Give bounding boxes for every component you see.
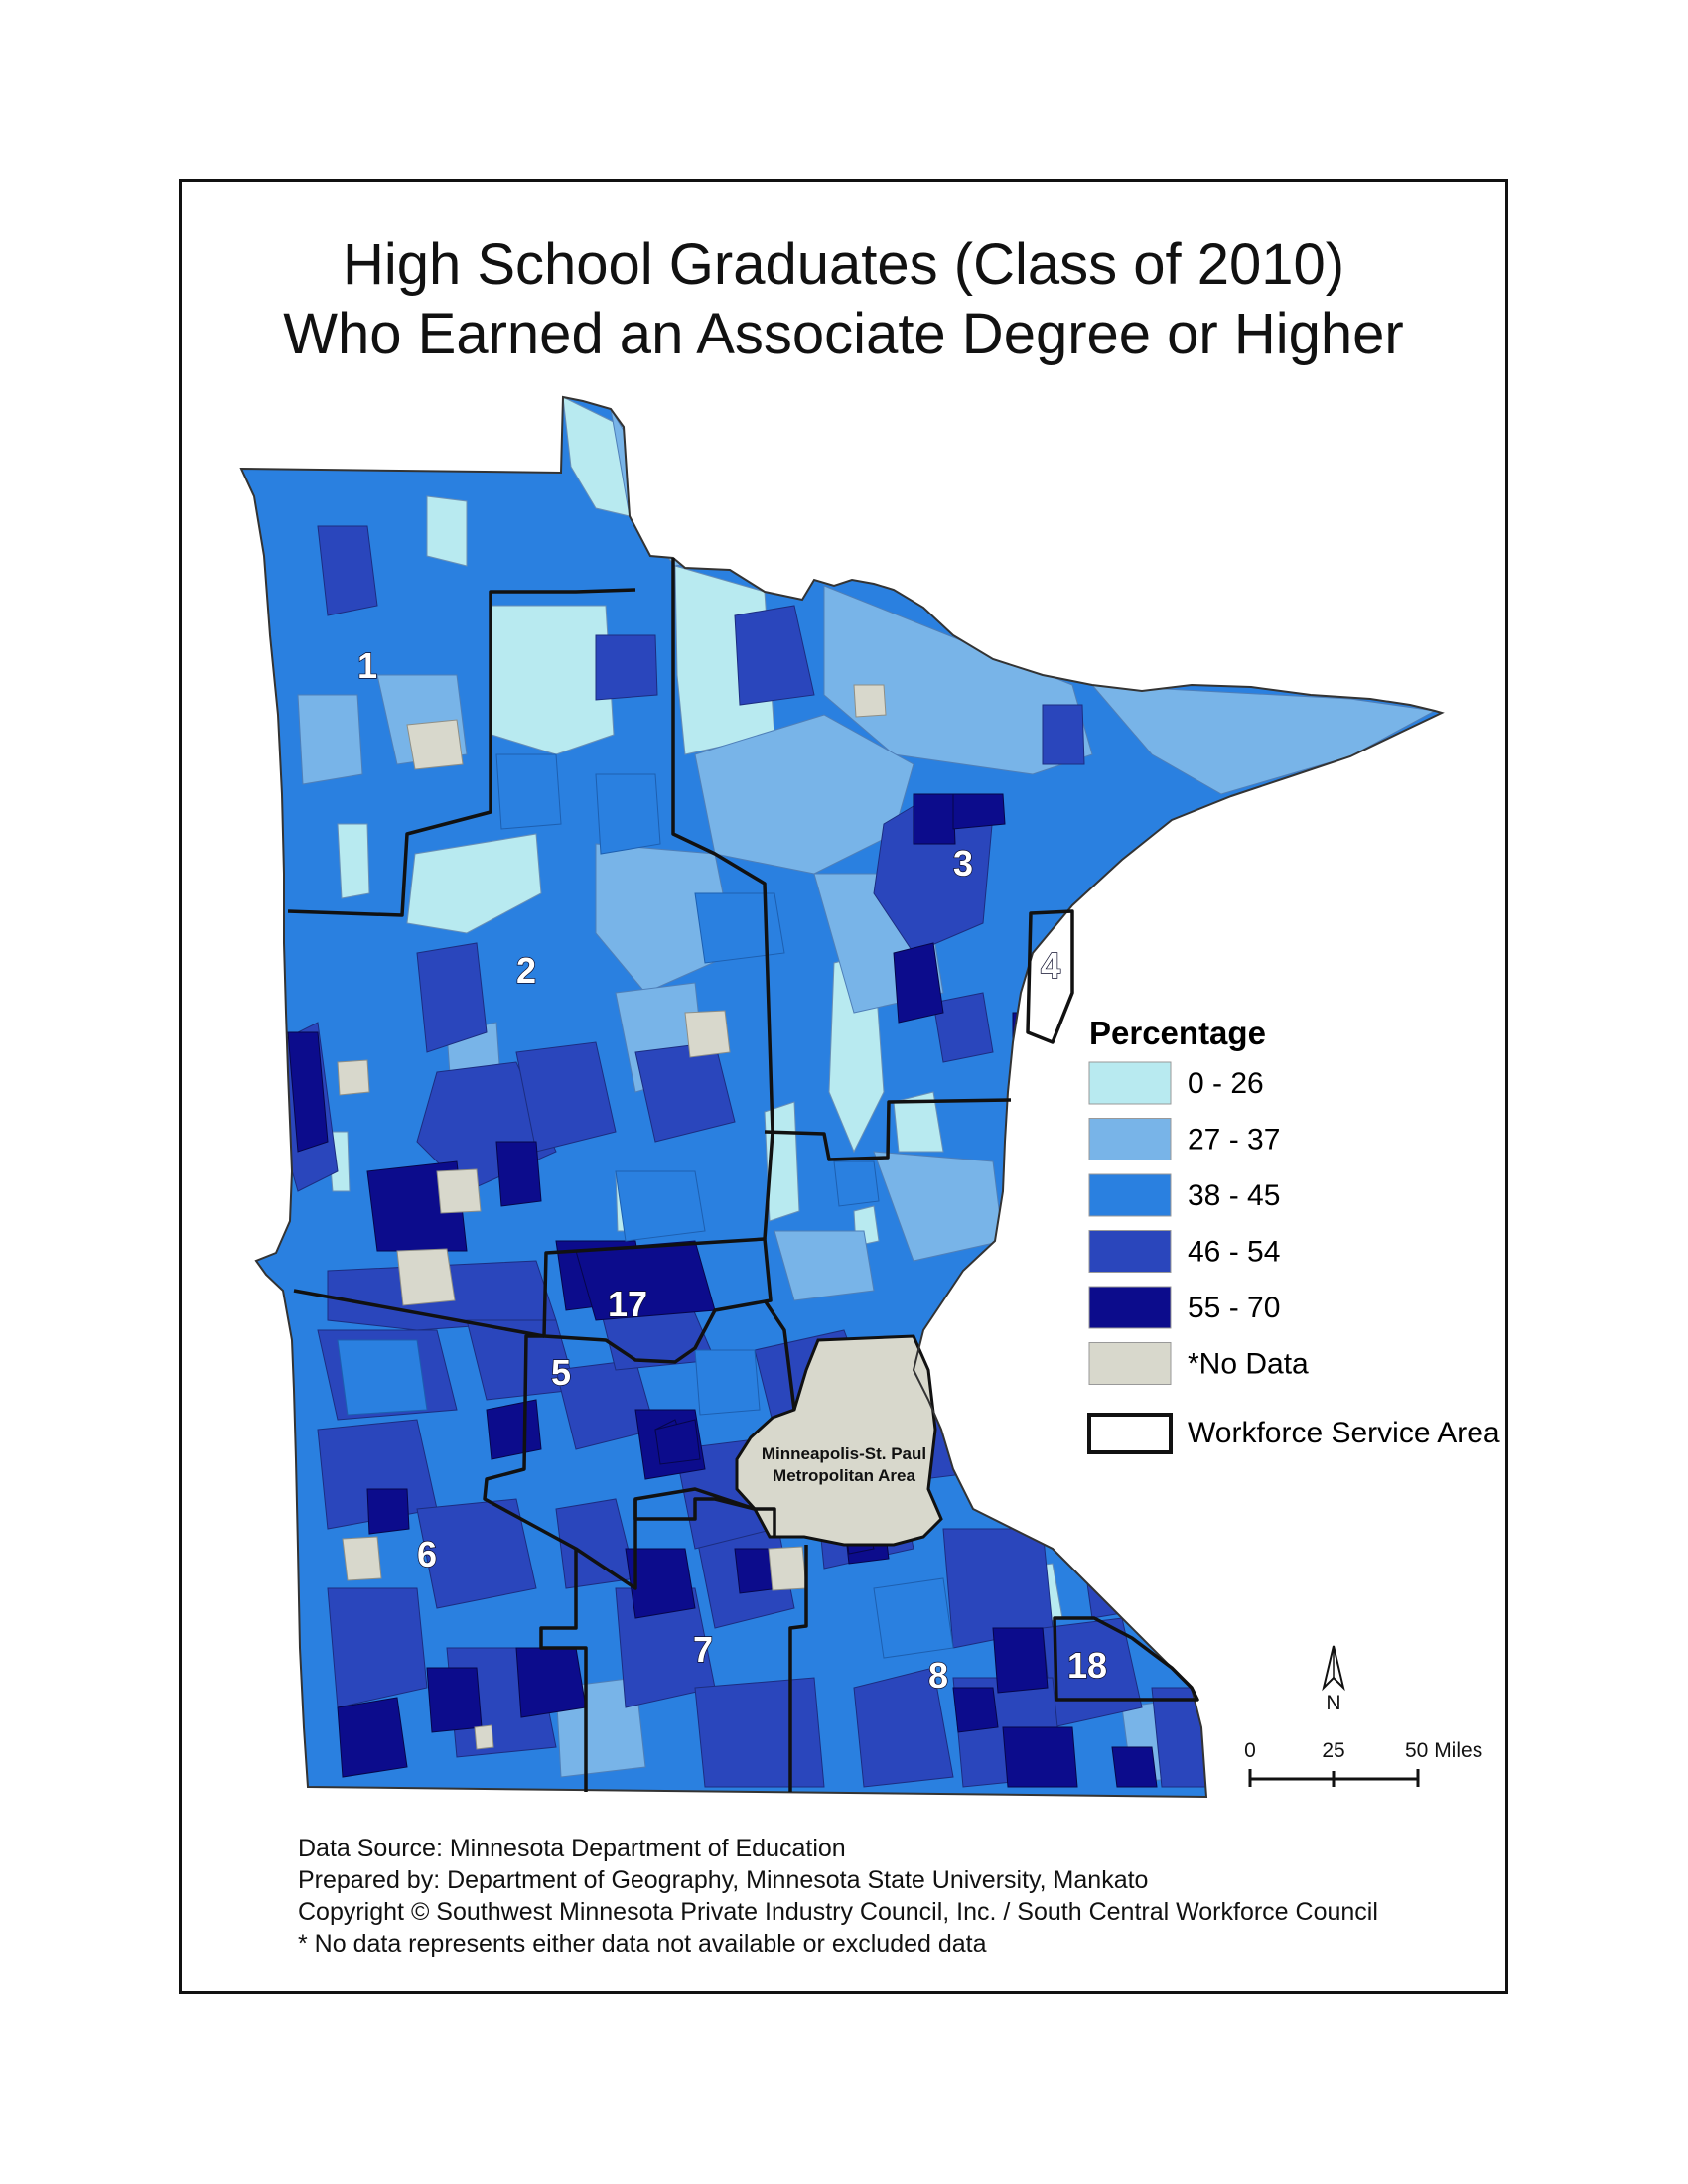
legend-swatch-3 <box>1088 1230 1172 1273</box>
area-label-8: 8 <box>928 1655 948 1696</box>
boundary-7-north <box>633 1497 776 1537</box>
metro-area <box>735 1334 943 1547</box>
legend: Percentage 0 - 26 27 - 37 38 - 45 46 - 54 55… <box>1087 1015 1500 1454</box>
legend-label-1: 27 - 37 <box>1188 1124 1280 1157</box>
area-label-1: 1 <box>357 645 377 686</box>
workforce-boundaries <box>287 558 1199 1792</box>
area-label-18: 18 <box>1067 1645 1107 1686</box>
legend-label-4: 55 - 70 <box>1188 1292 1280 1324</box>
legend-label-3: 46 - 54 <box>1188 1236 1280 1269</box>
legend-swatch-1 <box>1088 1118 1172 1160</box>
legend-swatch-boundary <box>1087 1413 1173 1454</box>
legend-swatches: 0 - 26 27 - 37 38 - 45 46 - 54 55 - 70 *No Da… <box>1088 1061 1309 1385</box>
boundary-3-south <box>764 1098 1012 1161</box>
credits: Data Source: Minnesota Department of Edu… <box>298 1833 1378 1960</box>
credit-prepared: Prepared by: Department of Geography, Mi… <box>298 1866 1149 1894</box>
map-title: High School Graduates (Class of 2010) Wh… <box>179 230 1508 369</box>
credit-copyright: Copyright © Southwest Minnesota Private … <box>298 1898 1378 1926</box>
title-line-1: High School Graduates (Class of 2010) <box>342 232 1345 297</box>
legend-title: Percentage <box>1089 1015 1266 1051</box>
boundary-area-4 <box>1026 909 1074 1044</box>
scale-label-0: 0 <box>1244 1739 1256 1762</box>
area-label-5: 5 <box>551 1352 571 1393</box>
area-labels: 1 2 3 4 5 6 7 8 17 18 <box>356 644 1107 1696</box>
class-27-37 <box>297 408 1437 1783</box>
area-label-3: 3 <box>953 843 973 884</box>
boundary-7-8 <box>788 1545 808 1792</box>
metro-label-line-2: Metropolitan Area <box>773 1466 915 1485</box>
boundary-6-7 <box>539 1549 588 1792</box>
legend-swatch-4 <box>1088 1286 1172 1329</box>
legend-swatch-0 <box>1088 1061 1172 1105</box>
boundary-17-6 <box>293 1289 545 1338</box>
title-line-2: Who Earned an Associate Degree or Higher <box>283 302 1404 366</box>
legend-swatch-2 <box>1088 1173 1172 1217</box>
boundary-1-north <box>489 588 636 602</box>
boundary-2-3 <box>671 558 774 1240</box>
area-label-17: 17 <box>608 1284 647 1324</box>
legend-swatch-5 <box>1088 1342 1172 1385</box>
boundary-area-5 <box>483 1334 756 1590</box>
class-no-data <box>337 684 1051 1750</box>
legend-label-5: *No Data <box>1188 1348 1309 1381</box>
boundary-5-metro <box>763 1299 796 1411</box>
class-38-45 <box>337 753 954 1659</box>
area-label-7: 7 <box>693 1629 713 1670</box>
credit-source: Data Source: Minnesota Department of Edu… <box>298 1835 846 1862</box>
scale-label-50: 50 Miles <box>1405 1739 1482 1762</box>
credit-note: * No data represents either data not ava… <box>298 1930 987 1958</box>
area-label-6: 6 <box>417 1534 437 1574</box>
area-label-2: 2 <box>516 950 536 991</box>
legend-label-0: 0 - 26 <box>1188 1067 1264 1100</box>
boundary-area-18 <box>1053 1616 1199 1702</box>
north-arrow-label: N <box>1326 1692 1340 1714</box>
scale-bar: 0 25 50 Miles <box>1244 1739 1482 1787</box>
scale-label-25: 25 <box>1322 1739 1344 1762</box>
state-outline <box>239 395 1445 1799</box>
boundary-area-17 <box>542 1237 773 1364</box>
metro-label-line-1: Minneapolis-St. Paul <box>762 1444 926 1463</box>
legend-label-boundary: Workforce Service Area <box>1188 1417 1500 1449</box>
north-arrow: N <box>1322 1645 1345 1714</box>
boundary-1-2 <box>287 602 492 917</box>
area-label-4: 4 <box>1041 945 1060 986</box>
legend-label-2: 38 - 45 <box>1188 1179 1280 1212</box>
